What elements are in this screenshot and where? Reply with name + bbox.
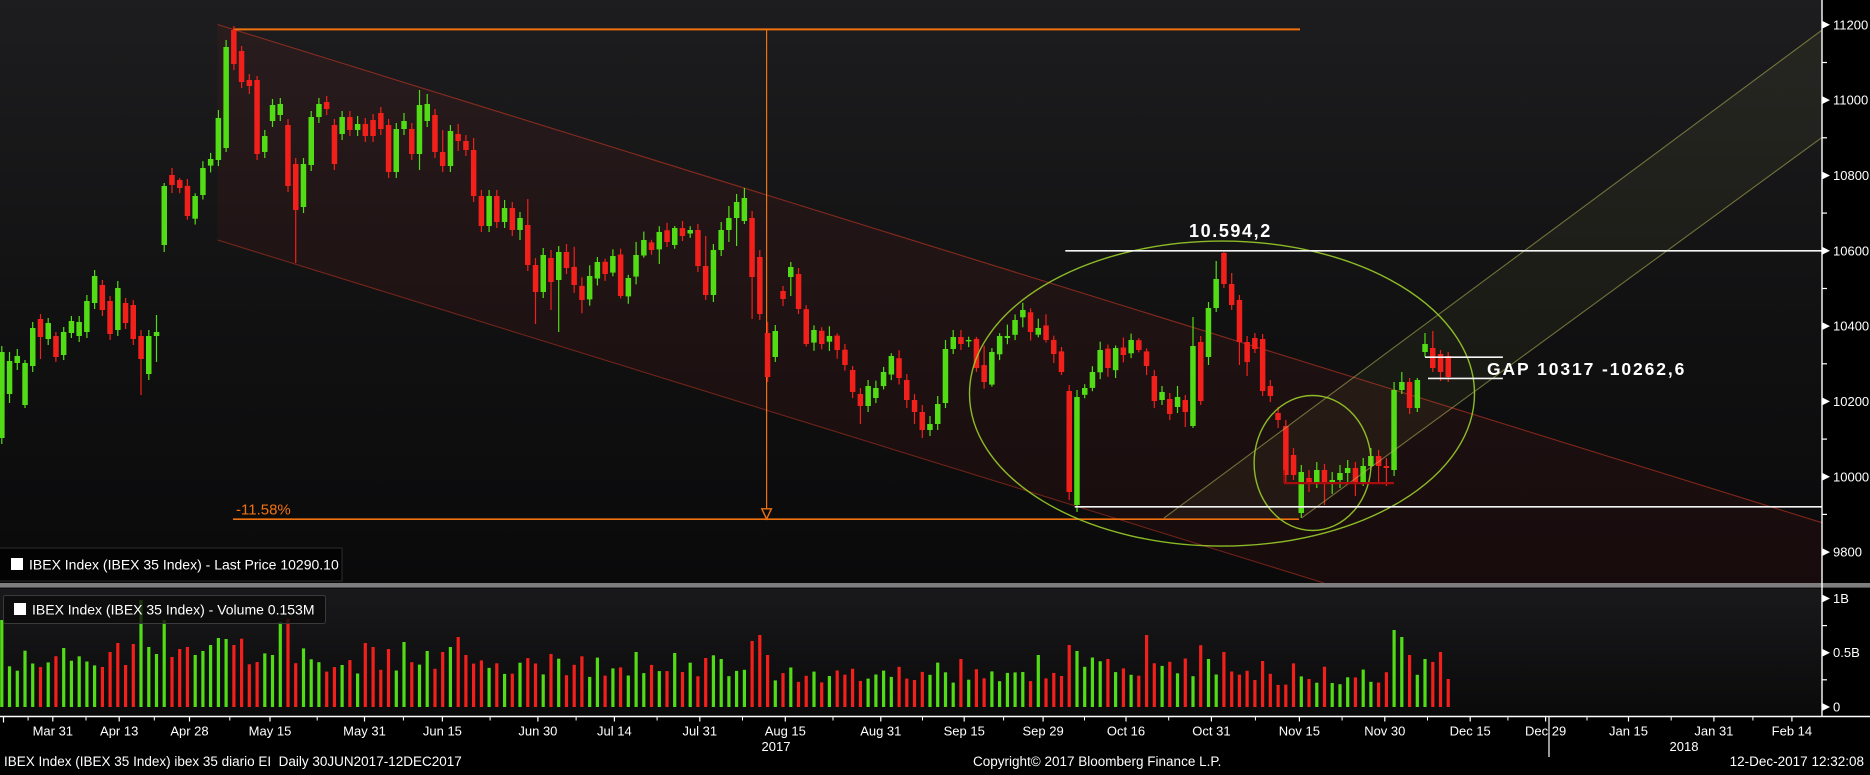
svg-text:Feb 14: Feb 14 <box>1772 724 1812 739</box>
svg-text:May 31: May 31 <box>343 724 386 739</box>
svg-text:Aug 15: Aug 15 <box>765 724 806 739</box>
svg-text:Apr 13: Apr 13 <box>100 724 138 739</box>
svg-text:Jan 15: Jan 15 <box>1609 724 1648 739</box>
svg-text:10200: 10200 <box>1833 394 1869 409</box>
svg-text:10000: 10000 <box>1833 469 1869 484</box>
svg-text:Nov 30: Nov 30 <box>1364 724 1405 739</box>
svg-text:IBEX Index (IBEX 35 Index) - L: IBEX Index (IBEX 35 Index) - Last Price … <box>29 557 339 573</box>
svg-text:Jun 30: Jun 30 <box>518 724 557 739</box>
svg-text:10600: 10600 <box>1833 243 1869 258</box>
svg-text:10800: 10800 <box>1833 168 1869 183</box>
svg-text:Nov 15: Nov 15 <box>1279 724 1320 739</box>
svg-text:Mar 31: Mar 31 <box>33 724 73 739</box>
svg-text:Sep 29: Sep 29 <box>1022 724 1063 739</box>
svg-text:IBEX Index (IBEX 35 Index) - V: IBEX Index (IBEX 35 Index) - Volume 0.15… <box>32 602 314 618</box>
svg-text:Oct 16: Oct 16 <box>1107 724 1145 739</box>
svg-text:-11.58%: -11.58% <box>236 502 291 519</box>
svg-text:Jun 15: Jun 15 <box>423 724 462 739</box>
svg-text:11000: 11000 <box>1833 93 1868 108</box>
svg-text:Dec 15: Dec 15 <box>1450 724 1491 739</box>
svg-text:Apr 28: Apr 28 <box>170 724 208 739</box>
svg-text:2018: 2018 <box>1670 739 1699 754</box>
svg-text:0: 0 <box>1833 700 1840 715</box>
svg-text:9800: 9800 <box>1833 545 1862 560</box>
svg-text:Oct 31: Oct 31 <box>1192 724 1230 739</box>
svg-text:Dec 29: Dec 29 <box>1525 724 1566 739</box>
svg-text:May 15: May 15 <box>249 724 292 739</box>
svg-text:10400: 10400 <box>1833 319 1869 334</box>
svg-text:Aug 31: Aug 31 <box>860 724 901 739</box>
svg-text:2017: 2017 <box>762 739 791 754</box>
svg-text:10.594,2: 10.594,2 <box>1189 221 1272 241</box>
svg-text:Jul 14: Jul 14 <box>597 724 632 739</box>
svg-text:Jul 31: Jul 31 <box>682 724 717 739</box>
svg-text:Jan 31: Jan 31 <box>1694 724 1733 739</box>
svg-text:Sep 15: Sep 15 <box>944 724 985 739</box>
svg-text:1B: 1B <box>1833 591 1849 606</box>
svg-text:11200: 11200 <box>1833 17 1868 32</box>
svg-text:0.5B: 0.5B <box>1833 645 1860 660</box>
svg-text:GAP 10317 -10262,6: GAP 10317 -10262,6 <box>1487 359 1686 379</box>
